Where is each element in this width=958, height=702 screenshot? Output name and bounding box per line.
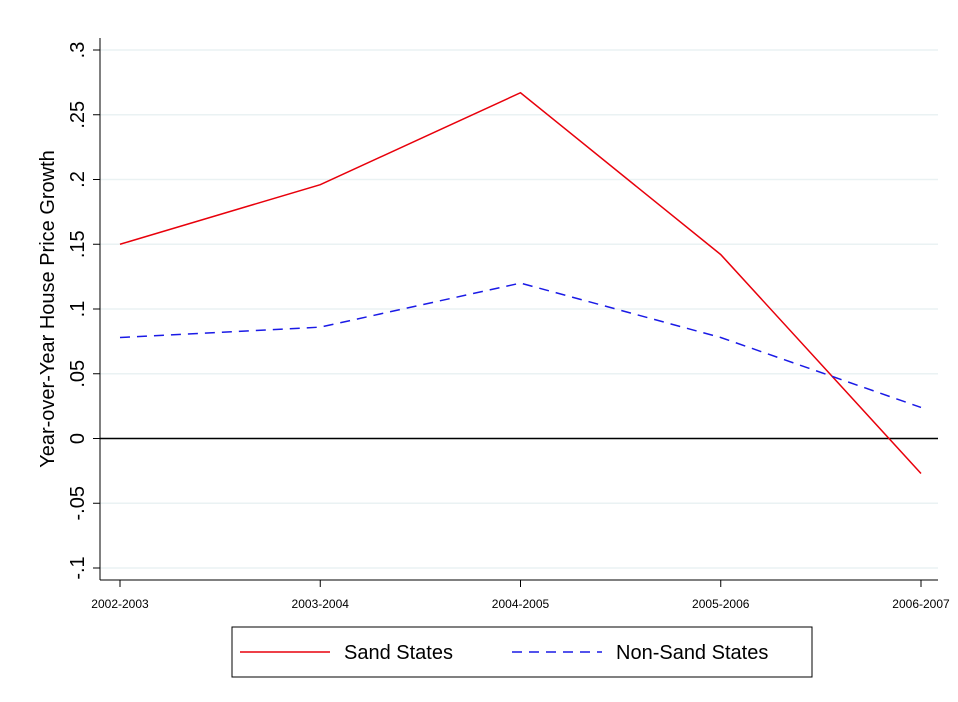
legend-label: Sand States [344,642,453,664]
x-tick-label: 2004-2005 [492,597,550,611]
x-tick-label: 2005-2006 [692,597,750,611]
y-axis-title: Year-over-Year House Price Growth [37,150,59,468]
y-tick-label: -.05 [67,486,89,520]
legend-label: Non-Sand States [616,642,768,664]
y-tick-label: -.1 [67,556,89,579]
series-line [119,282,922,409]
y-tick-label: .1 [67,301,89,318]
x-tick-label: 2002-2003 [91,597,149,611]
y-tick-label: .25 [67,101,89,129]
y-tick-label: .05 [67,360,89,388]
x-tick-label: 2003-2004 [292,597,350,611]
y-tick-label: .2 [67,171,89,188]
series-line [119,91,922,474]
x-tick-label: 2006-2007 [892,597,950,611]
y-tick-label: 0 [67,433,89,444]
y-tick-label: .15 [67,230,89,258]
y-tick-label: .3 [67,42,89,59]
